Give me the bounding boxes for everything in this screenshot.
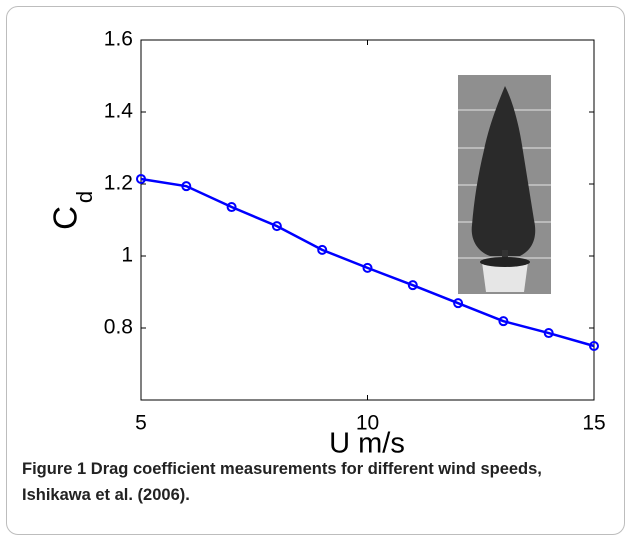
figure-frame [6, 6, 625, 535]
y-axis-label-subscript: d [72, 191, 97, 203]
x-tick-label: 10 [356, 412, 379, 435]
point-marker [136, 173, 146, 184]
point-marker [181, 181, 192, 192]
point-marker [317, 244, 328, 255]
point-marker [226, 202, 237, 213]
caption-text: Drag coefficient measurements for differ… [22, 460, 542, 504]
x-tick-label: 15 [582, 412, 605, 435]
y-tick-label: 0.8 [104, 316, 133, 339]
point-marker [453, 298, 464, 309]
x-axis-label: U m/s [329, 428, 405, 460]
x-tick-label: 5 [135, 412, 147, 435]
point-marker [407, 280, 418, 291]
point-marker [498, 316, 509, 327]
y-tick-label: 1.4 [104, 100, 134, 123]
point-marker [543, 328, 554, 339]
inset-photo [458, 75, 551, 294]
point-marker [362, 262, 373, 273]
y-axis-label: C [47, 206, 84, 230]
y-tick-label: 1 [121, 244, 133, 267]
caption-label: Figure 1 [22, 460, 87, 478]
y-tick-label: 1.2 [104, 172, 133, 195]
y-tick-label: 1.6 [104, 28, 133, 51]
point-marker [589, 341, 599, 351]
y-axis-label-group: C d [47, 191, 97, 230]
caption: Figure 1 Drag coefficient measurements f… [22, 456, 582, 508]
point-marker [271, 221, 282, 232]
series-line [140, 177, 595, 348]
